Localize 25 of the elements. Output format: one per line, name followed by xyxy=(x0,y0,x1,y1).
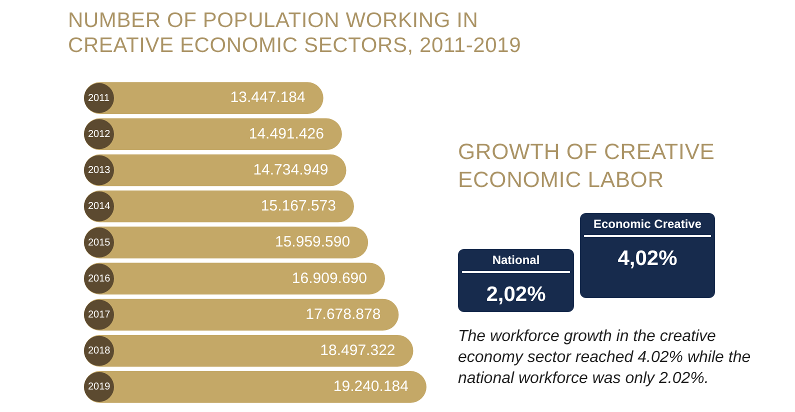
data-label: 16.909.690 xyxy=(292,270,367,287)
data-label: 18.497.322 xyxy=(320,342,396,359)
data-label: 13.447.184 xyxy=(230,89,306,106)
data-label: 2,02% xyxy=(485,282,547,308)
data-label: 17.678.878 xyxy=(306,306,381,323)
y-tick-label: 2017 xyxy=(88,309,111,320)
y-tick-label: 2012 xyxy=(88,128,111,140)
y-tick-label: 2019 xyxy=(88,382,111,393)
category-label: National xyxy=(462,249,570,274)
data-label: 15.959.590 xyxy=(275,234,350,251)
data-label: 19.240.184 xyxy=(333,378,408,396)
data-label: 4,02% xyxy=(616,246,678,271)
y-tick-label: 2015 xyxy=(88,237,111,248)
text: GROWTH OF CREATIVE ECONOMIC LABOR xyxy=(458,138,716,194)
y-tick-label: 2011 xyxy=(88,92,110,104)
y-tick-label: 2013 xyxy=(88,165,111,176)
data-label: 15.167.573 xyxy=(260,198,336,215)
y-tick-label: 2016 xyxy=(88,273,111,284)
data-label: 14.734.949 xyxy=(253,161,328,178)
text: The workforce growth in the creative economy sector reached 4.02% while the national workforce was only 2.02%. xyxy=(458,327,752,389)
category-label: Economic Creative xyxy=(584,213,711,237)
chart-title: NUMBER OF POPULATION WORKING IN CREATIVE ECONOMIC SECTORS, 2011-2019 xyxy=(68,8,522,58)
data-label: 14.491.426 xyxy=(248,125,324,142)
y-tick-label: 2018 xyxy=(88,346,111,357)
y-tick-label: 2014 xyxy=(88,201,111,212)
